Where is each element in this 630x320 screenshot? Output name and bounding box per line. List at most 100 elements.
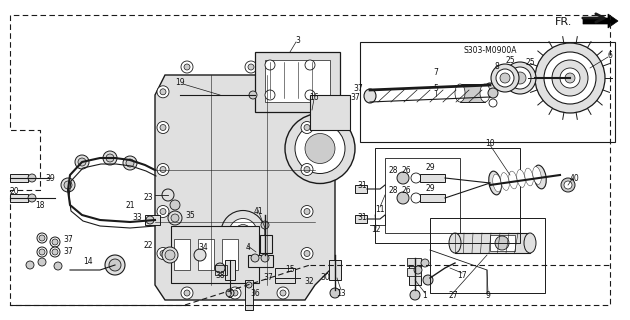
Bar	[455, 233, 530, 253]
Circle shape	[248, 64, 254, 70]
Circle shape	[52, 239, 58, 245]
Text: 28: 28	[388, 186, 398, 195]
Circle shape	[280, 290, 286, 296]
Circle shape	[184, 64, 190, 70]
Circle shape	[160, 209, 166, 214]
Circle shape	[301, 164, 313, 175]
Circle shape	[215, 263, 225, 273]
Bar	[255, 52, 340, 112]
Ellipse shape	[525, 168, 533, 186]
Bar	[385, 158, 460, 233]
Circle shape	[561, 178, 575, 192]
Circle shape	[229, 219, 257, 246]
Circle shape	[160, 251, 166, 257]
Circle shape	[75, 155, 89, 169]
Text: 34: 34	[198, 244, 208, 252]
Bar	[375, 148, 520, 243]
Ellipse shape	[509, 171, 517, 189]
Circle shape	[50, 247, 60, 257]
Text: 4: 4	[246, 244, 251, 252]
Ellipse shape	[517, 170, 525, 188]
Circle shape	[61, 178, 75, 192]
Bar	[171, 226, 259, 283]
Circle shape	[301, 247, 313, 260]
Circle shape	[181, 287, 193, 299]
Text: 16: 16	[309, 92, 319, 101]
Circle shape	[232, 290, 238, 296]
Bar	[329, 260, 341, 280]
Circle shape	[535, 43, 605, 113]
Text: 37: 37	[63, 236, 73, 244]
Circle shape	[105, 255, 125, 275]
Circle shape	[126, 159, 134, 167]
Text: 40: 40	[570, 173, 580, 182]
Circle shape	[305, 133, 335, 164]
Text: 1: 1	[423, 292, 427, 300]
Circle shape	[123, 156, 137, 170]
Text: 13: 13	[336, 289, 346, 298]
Bar	[222, 239, 238, 270]
Circle shape	[495, 236, 509, 250]
Circle shape	[565, 73, 575, 83]
Circle shape	[229, 287, 241, 299]
Text: 25: 25	[525, 58, 535, 67]
Circle shape	[564, 181, 572, 189]
Circle shape	[184, 290, 190, 296]
Circle shape	[304, 124, 310, 131]
Text: 26: 26	[401, 165, 411, 174]
Text: 15: 15	[285, 266, 295, 275]
Bar	[409, 263, 421, 285]
Circle shape	[78, 158, 86, 166]
Circle shape	[295, 124, 345, 173]
Circle shape	[285, 114, 355, 183]
Ellipse shape	[489, 171, 501, 195]
Circle shape	[544, 52, 596, 104]
Bar	[10, 174, 28, 182]
Polygon shape	[155, 75, 335, 300]
Bar	[460, 84, 485, 102]
Circle shape	[157, 86, 169, 98]
Circle shape	[157, 122, 169, 133]
Circle shape	[305, 90, 315, 100]
Circle shape	[304, 166, 310, 172]
Text: S303-M0900A: S303-M0900A	[463, 45, 517, 54]
Ellipse shape	[449, 233, 461, 253]
Circle shape	[251, 254, 259, 262]
Ellipse shape	[480, 84, 490, 102]
Circle shape	[160, 89, 166, 95]
Circle shape	[157, 164, 169, 175]
Circle shape	[304, 251, 310, 257]
Circle shape	[277, 287, 289, 299]
Text: 37: 37	[63, 247, 73, 257]
Circle shape	[245, 61, 257, 73]
Bar	[225, 260, 235, 280]
Circle shape	[491, 64, 519, 92]
Circle shape	[162, 247, 178, 263]
Circle shape	[37, 247, 47, 257]
Circle shape	[488, 88, 498, 98]
Text: 27: 27	[448, 292, 458, 300]
Circle shape	[500, 73, 510, 83]
Circle shape	[397, 192, 409, 204]
Circle shape	[37, 233, 47, 243]
Circle shape	[410, 290, 420, 300]
Circle shape	[249, 91, 257, 99]
Bar	[310, 95, 350, 130]
Circle shape	[226, 289, 234, 297]
Text: 31: 31	[357, 212, 367, 221]
Text: 29: 29	[425, 163, 435, 172]
Circle shape	[109, 259, 121, 271]
Circle shape	[414, 266, 422, 274]
Circle shape	[560, 68, 580, 88]
Text: FR.: FR.	[554, 17, 572, 27]
Text: 10: 10	[485, 139, 495, 148]
Circle shape	[509, 67, 531, 89]
Text: 17: 17	[457, 270, 467, 279]
Text: 9: 9	[486, 292, 490, 300]
Text: 18: 18	[35, 201, 45, 210]
Text: 7: 7	[433, 68, 438, 76]
Ellipse shape	[524, 233, 536, 253]
Bar	[430, 218, 545, 293]
Circle shape	[489, 99, 497, 107]
Bar	[198, 239, 214, 270]
